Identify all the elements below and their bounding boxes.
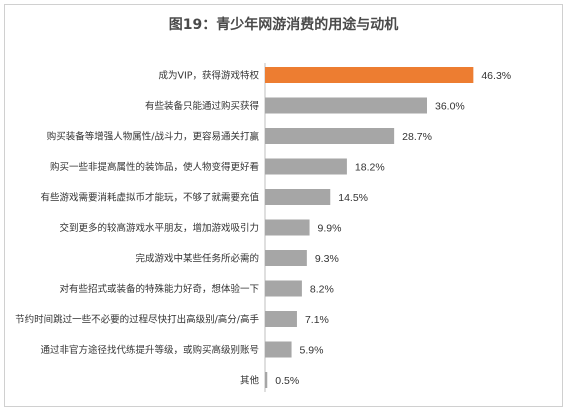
data-label: 14.5%: [338, 192, 368, 204]
chart-title: 图19：青少年网游消费的用途与动机: [168, 17, 399, 33]
category-label: 对有些招式或装备的特殊能力好奇，想体验一下: [59, 283, 259, 295]
bar: [265, 250, 307, 266]
data-label: 9.9%: [318, 223, 342, 235]
data-label: 5.9%: [300, 345, 324, 357]
bar: [265, 189, 331, 205]
data-label: 46.3%: [481, 70, 511, 82]
category-label: 有些装备只能通过购买获得: [145, 100, 260, 112]
category-label: 成为VIP，获得游戏特权: [158, 70, 259, 82]
category-label: 交到更多的较高游戏水平朋友，增加游戏吸引力: [59, 222, 259, 234]
bar: [265, 158, 347, 175]
bar: [265, 372, 268, 388]
bar: [265, 97, 427, 114]
bar: [265, 67, 474, 83]
data-label: 7.1%: [305, 314, 329, 326]
data-label: 0.5%: [275, 375, 299, 387]
category-label: 有些游戏需要消耗虚拟币才能玩，不够了就需要充值: [40, 192, 259, 204]
bar: [265, 341, 292, 358]
bar: [265, 280, 302, 297]
data-label: 8.2%: [310, 284, 334, 296]
category-label: 其他: [240, 375, 260, 387]
data-label: 9.3%: [315, 253, 339, 265]
category-label: 购买一些非提高属性的装饰品，使人物变得更好看: [50, 161, 259, 173]
data-label: 36.0%: [435, 101, 465, 113]
category-label: 节约时间跳过一些不必要的过程尽快打出高级别/高分/高手: [15, 314, 259, 326]
data-label: 18.2%: [355, 162, 385, 174]
data-label: 28.7%: [402, 131, 432, 143]
bar: [265, 128, 395, 144]
category-label: 通过非官方途径找代练提升等级，或购买高级别账号: [40, 344, 259, 356]
bar: [265, 311, 297, 327]
category-label: 购买装备等增强人物属性/战斗力，更容易通关打赢: [47, 131, 260, 143]
category-label: 完成游戏中某些任务所必需的: [135, 253, 259, 265]
bar: [265, 219, 310, 236]
